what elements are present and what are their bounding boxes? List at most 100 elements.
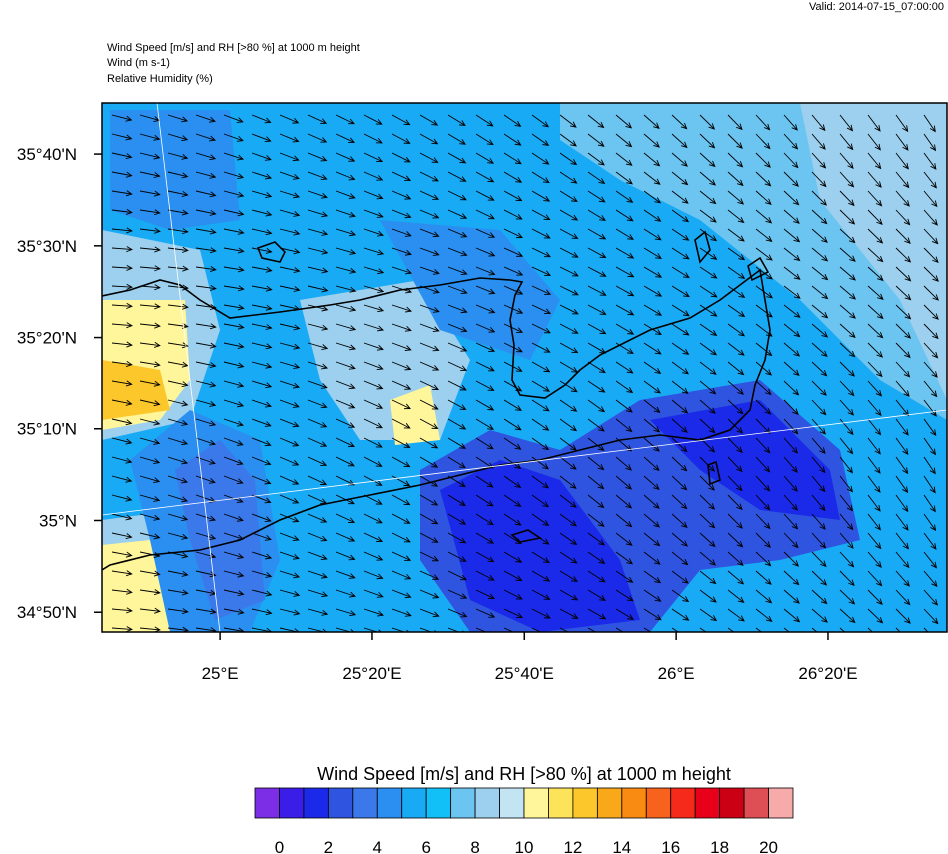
wind-arrow [783, 304, 801, 318]
wind-arrow [279, 532, 300, 542]
wind-arrow [839, 437, 854, 455]
wind-arrow [587, 266, 607, 277]
wind-arrow [755, 247, 773, 261]
wind-arrow [867, 323, 884, 339]
wind-arrow [727, 494, 743, 511]
wind-arrow [671, 532, 688, 547]
wind-arrow [671, 190, 689, 204]
wind-arrow [251, 152, 272, 161]
wind-arrow [811, 342, 828, 357]
wind-arrow [615, 171, 633, 185]
wind-arrow [475, 285, 496, 295]
wind-arrow [503, 190, 523, 202]
wind-arrow [363, 304, 385, 313]
wind-arrow [727, 456, 743, 473]
wind-arrow [783, 266, 801, 280]
wind-arrow [223, 437, 244, 446]
wind-arrow [671, 228, 690, 241]
wind-arrow [503, 513, 522, 526]
wind-arrow [559, 532, 578, 546]
wind-arrow [335, 266, 357, 274]
wind-arrow [363, 437, 383, 448]
wind-arrow [895, 323, 911, 339]
wind-arrow [447, 456, 466, 469]
wind-arrow [195, 114, 216, 123]
wind-arrow [111, 227, 133, 234]
wind-arrow [699, 551, 717, 566]
wind-arrow [223, 133, 244, 142]
wind-arrow [391, 456, 411, 468]
wind-arrow [419, 361, 440, 371]
wind-arrow [699, 418, 716, 434]
wind-arrow [867, 456, 881, 474]
wind-arrow [419, 247, 440, 256]
colorbar-box [743, 787, 769, 819]
wind-arrow [391, 361, 412, 371]
colorbar-box [645, 787, 672, 819]
wind-arrow [363, 171, 384, 181]
wind-arrow [643, 209, 662, 222]
wind-arrow [251, 589, 273, 597]
wind-arrow [699, 456, 715, 472]
wind-arrow [251, 228, 273, 236]
wind-arrow [307, 608, 329, 616]
wind-arrow [223, 399, 245, 408]
wind-arrow [167, 589, 189, 596]
wind-arrow [587, 437, 605, 452]
wind-arrow [223, 323, 245, 330]
wind-arrow [615, 247, 635, 259]
wind-arrow [251, 209, 273, 217]
wind-arrow [111, 341, 133, 348]
wind-arrow [307, 589, 329, 598]
wind-arrow [895, 380, 910, 397]
wind-arrow [167, 475, 189, 484]
wind-arrow [195, 266, 217, 273]
wind-arrow [391, 152, 411, 163]
wind-arrow [531, 475, 549, 489]
wind-arrow [475, 513, 494, 526]
wind-arrow [307, 437, 328, 447]
wind-arrow [867, 494, 881, 512]
wind-arrow [587, 608, 607, 620]
wind-arrow [363, 209, 384, 218]
wind-arrow [839, 456, 854, 474]
wind-arrow [279, 494, 300, 504]
valid-time: Valid: 2014-07-15_07:00:00 [809, 1, 944, 13]
wind-arrow [447, 570, 467, 581]
wind-arrow [139, 303, 161, 310]
wind-arrow [167, 228, 189, 235]
wind-arrow [419, 399, 439, 410]
wind-arrow [811, 608, 828, 623]
wind-arrow [251, 608, 273, 616]
wind-arrow [139, 152, 161, 160]
wind-arrow [251, 304, 273, 311]
wind-arrow [475, 570, 495, 581]
wind-arrow [475, 152, 495, 164]
wind-arrow [335, 399, 356, 409]
wind-arrow [503, 437, 522, 450]
wind-arrow [615, 304, 635, 316]
wind-arrow [111, 418, 133, 426]
wind-arrow [223, 551, 245, 559]
wind-arrow [363, 190, 384, 200]
wind-arrow [587, 285, 607, 296]
wind-arrow [447, 152, 467, 164]
wind-arrow [391, 551, 412, 561]
coastline [102, 230, 771, 571]
wind-arrow [335, 418, 356, 428]
wind-arrow [615, 285, 635, 297]
colorbar-box [719, 787, 745, 819]
wind-arrow [223, 209, 245, 217]
wind-arrow [307, 627, 328, 632]
wind-arrow [167, 437, 189, 446]
wind-arrow [167, 190, 189, 197]
wind-arrow [615, 323, 635, 335]
wind-arrow [671, 171, 689, 186]
colorbar-box [401, 787, 427, 819]
wind-arrow [307, 133, 328, 143]
wind-arrow [195, 323, 217, 330]
wind-arrow [391, 532, 411, 543]
wind-arrow [335, 456, 355, 467]
wind-arrow [307, 152, 328, 162]
wind-arrow [167, 608, 189, 615]
